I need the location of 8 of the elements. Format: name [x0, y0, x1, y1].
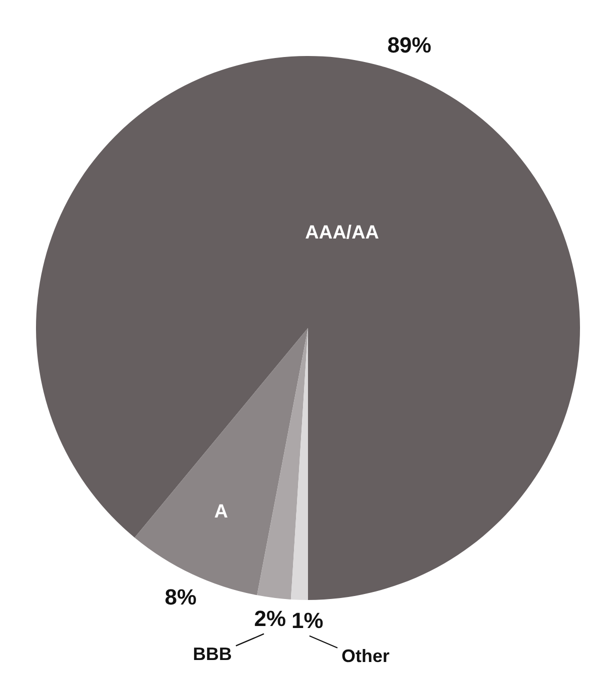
data-label: 2% [254, 606, 286, 631]
slice-label: BBB [192, 644, 232, 664]
slice-label: Other [341, 646, 390, 666]
data-label: 89% [387, 32, 432, 58]
slice-label: AAA/AA [305, 222, 380, 244]
slice-label: A [214, 502, 228, 523]
data-label: 8% [164, 584, 197, 610]
data-label: 1% [291, 608, 324, 633]
